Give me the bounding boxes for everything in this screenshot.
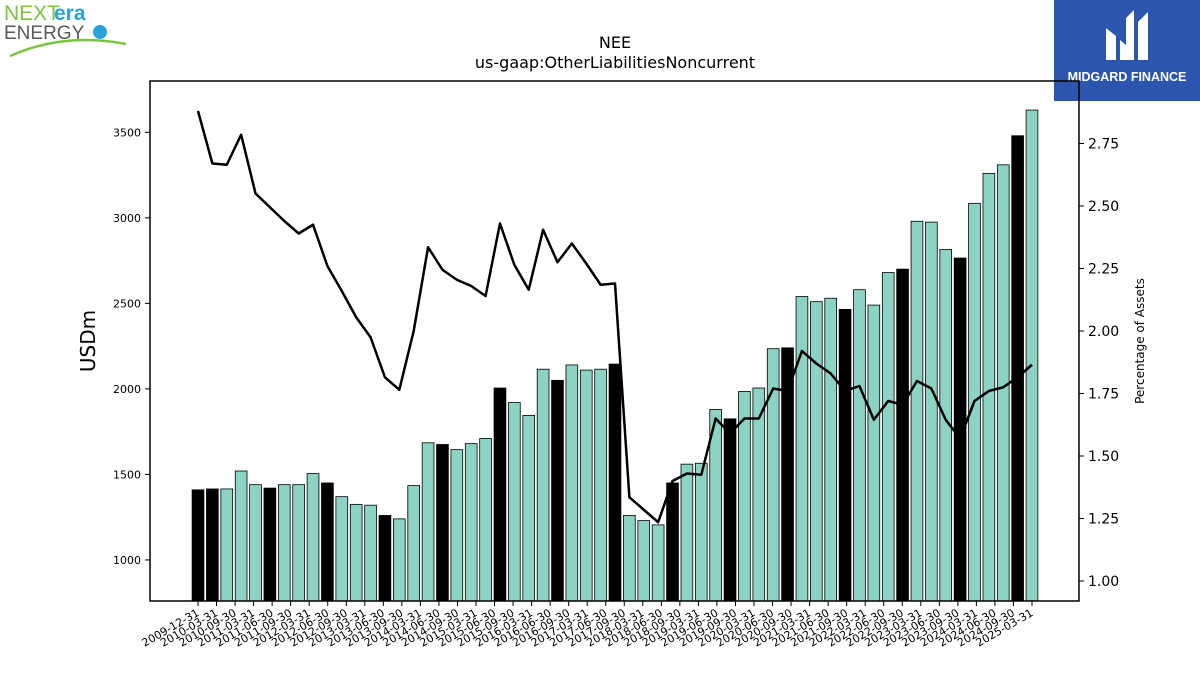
bar — [579, 369, 593, 602]
bar — [637, 520, 651, 602]
y2-tick-label: 1.50 — [1088, 449, 1119, 465]
y2-tick-label: 2.75 — [1088, 137, 1119, 153]
bar — [623, 515, 636, 602]
bar — [206, 488, 219, 602]
bar — [464, 443, 478, 602]
bar — [867, 304, 881, 602]
y-tick-label: 3000 — [113, 212, 141, 225]
bar — [608, 363, 622, 602]
bar — [493, 387, 507, 602]
y2-tick-label: 2.25 — [1088, 262, 1119, 278]
bar — [594, 368, 607, 602]
bar — [407, 485, 420, 602]
y-tick-label: 1500 — [113, 468, 141, 481]
x-axis: 2009-12-312010-03-312010-09-302011-03-31… — [140, 601, 1036, 650]
bar — [306, 473, 320, 602]
y-tick-label: 2500 — [113, 297, 141, 310]
plot-frame — [149, 80, 1080, 602]
bar — [810, 301, 823, 602]
bar — [651, 524, 665, 602]
nextera-energy-logo: NEXT era ENERGY — [4, 2, 127, 58]
bar — [982, 172, 996, 602]
bar — [249, 484, 262, 602]
midgard-emblem-icon: MIDGARD FINANCE — [1068, 10, 1187, 84]
bar — [421, 442, 435, 602]
bar — [565, 364, 579, 602]
y2-axis: 1.00 1.25 1.50 1.75 2.00 2.25 2.50 2.75 — [1079, 137, 1119, 590]
bar — [694, 462, 708, 602]
bar — [436, 444, 449, 602]
bar — [551, 379, 564, 602]
bar — [234, 470, 248, 602]
bar — [752, 387, 766, 602]
bar — [508, 402, 521, 602]
logo-next-text: NEXT — [4, 2, 60, 25]
bar — [1025, 109, 1039, 602]
bar — [925, 221, 938, 602]
bar — [393, 518, 406, 602]
bar — [191, 489, 205, 602]
bar — [910, 220, 924, 602]
bar — [838, 308, 852, 602]
y2-tick-label: 1.75 — [1088, 387, 1119, 403]
bar — [824, 297, 837, 602]
y-tick-label: 2000 — [113, 383, 141, 396]
bar — [335, 496, 349, 602]
bar — [220, 488, 234, 602]
bar — [680, 463, 694, 602]
y2-tick-label: 1.25 — [1088, 512, 1119, 528]
bar — [292, 484, 305, 602]
y-axis: 1000 1500 2000 2500 3000 3500 — [113, 126, 150, 567]
bar — [853, 289, 866, 602]
bar — [896, 268, 909, 602]
midgard-finance-text: MIDGARD FINANCE — [1068, 70, 1187, 84]
bar — [522, 415, 536, 602]
bar — [881, 272, 895, 602]
y2-tick-label: 2.00 — [1088, 324, 1119, 340]
bar — [723, 418, 737, 602]
bar — [364, 504, 377, 602]
bar — [766, 348, 780, 602]
bar — [378, 515, 392, 602]
bar — [321, 482, 334, 602]
logo-era-text: era — [54, 2, 86, 25]
logo-energy-text: ENERGY — [4, 23, 85, 44]
bar — [277, 484, 291, 602]
bar — [349, 503, 363, 602]
y2-tick-label: 1.00 — [1088, 574, 1119, 590]
bar — [536, 368, 550, 602]
percentage-line — [196, 110, 1033, 524]
y-tick-label: 1000 — [113, 554, 141, 567]
bar — [450, 449, 464, 602]
chart-subtitle: us-gaap:OtherLiabilitiesNoncurrent — [475, 53, 755, 72]
bar — [263, 487, 277, 602]
line-series — [196, 110, 1033, 524]
bar — [781, 347, 794, 602]
logo-arc-icon — [9, 38, 127, 58]
y-axis-label: USDm — [76, 310, 100, 372]
bar — [666, 482, 679, 602]
bar — [1011, 135, 1024, 602]
logo-swirl-icon — [93, 25, 107, 39]
bar-series — [191, 109, 1039, 602]
chart-title: NEE — [599, 33, 631, 52]
bar — [795, 296, 809, 602]
y2-tick-label: 2.50 — [1088, 199, 1119, 215]
bar — [479, 438, 492, 602]
y-tick-label: 3500 — [113, 126, 141, 139]
y2-axis-label: Percentage of Assets — [1133, 278, 1147, 404]
